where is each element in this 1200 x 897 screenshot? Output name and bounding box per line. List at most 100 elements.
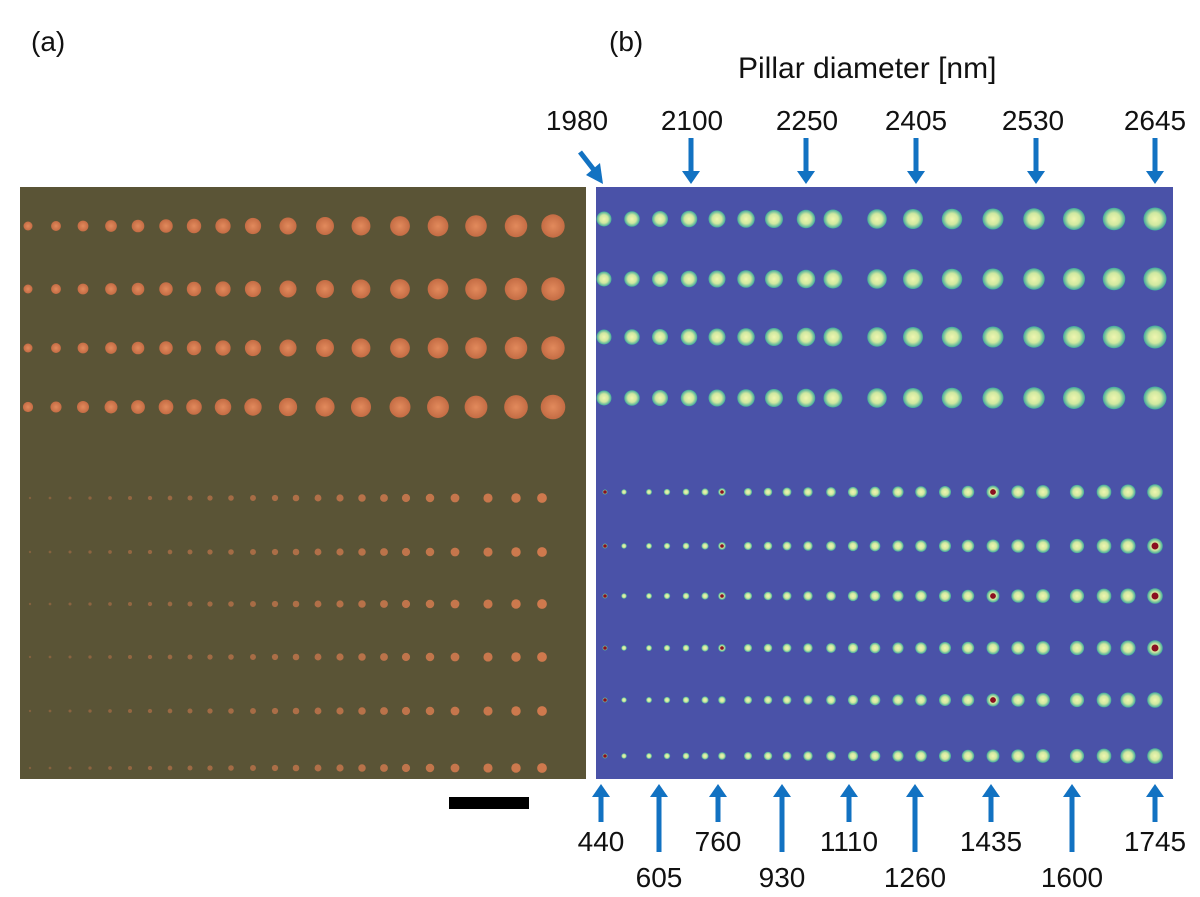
map-pillar [663, 542, 671, 550]
optical-pillar [450, 763, 460, 773]
map-pillar [663, 644, 671, 652]
optical-pillar [128, 602, 132, 606]
optical-pillar [504, 336, 528, 360]
optical-pillar [207, 654, 213, 660]
map-pillar [624, 271, 640, 287]
map-pillar [938, 693, 952, 707]
optical-pillar [271, 653, 279, 661]
optical-pillar [350, 396, 372, 418]
optical-pillar [358, 548, 366, 556]
map-pillar [1096, 748, 1112, 764]
optical-pillar [351, 216, 371, 236]
map-pillar [915, 642, 927, 654]
bottom-diameter-label: 440 [578, 826, 625, 857]
scale-bar [449, 797, 529, 809]
map-pillar [1036, 641, 1050, 655]
map-pillar [1011, 539, 1025, 553]
map-pillar [1011, 641, 1025, 655]
optical-pillar [427, 337, 449, 359]
optical-pillar [314, 707, 322, 715]
arrow-2645-head [1146, 171, 1164, 184]
optical-pillar [215, 340, 231, 356]
arrow-930-head [773, 784, 791, 797]
optical-pillar [108, 655, 112, 659]
optical-pillar [187, 765, 193, 771]
map-pillar [596, 390, 612, 406]
map-pillar [1096, 588, 1112, 604]
map-pillar [624, 390, 640, 406]
optical-pillar [351, 338, 371, 358]
arrow-1745-head [1146, 784, 1164, 797]
map-pillar [782, 751, 792, 761]
map-pillar [938, 485, 952, 499]
map-pillar [680, 389, 698, 407]
map-pillar [961, 641, 975, 655]
map-pillar [782, 541, 792, 551]
optical-pillar [128, 709, 132, 713]
map-pillar [903, 388, 923, 408]
map-pillar [826, 591, 836, 601]
optical-pillar [314, 548, 322, 556]
optical-pillar [244, 398, 262, 416]
bottom-diameter-label: 760 [695, 826, 742, 857]
arrow-605-head [650, 784, 668, 797]
hot-spot [1151, 542, 1159, 550]
map-pillar [941, 326, 963, 348]
map-pillar [903, 209, 923, 229]
optical-pillar [380, 653, 388, 661]
optical-pillar [159, 219, 173, 233]
optical-pillar [187, 601, 193, 607]
map-pillar [682, 752, 690, 760]
map-pillar [1063, 268, 1085, 290]
map-pillar [796, 209, 816, 229]
optical-pillar [427, 396, 449, 418]
optical-pillar [425, 547, 435, 557]
map-pillar [737, 210, 755, 228]
optical-pillar [483, 652, 493, 662]
map-pillar [765, 389, 783, 407]
optical-pillar [537, 763, 547, 773]
map-pillar [892, 540, 904, 552]
optical-pillar [48, 496, 52, 500]
map-pillar [1120, 538, 1136, 554]
optical-pillar [28, 550, 32, 554]
optical-pillar [425, 706, 435, 716]
map-pillar [621, 543, 627, 549]
optical-pillar [336, 600, 344, 608]
map-pillar [938, 589, 952, 603]
map-pillar [680, 270, 698, 288]
map-pillar [763, 695, 773, 705]
optical-pillar [292, 548, 300, 556]
optical-pillar [279, 217, 297, 235]
map-pillar [624, 329, 640, 345]
map-pillar [982, 326, 1004, 348]
map-pillar [938, 641, 952, 655]
map-pillar [621, 593, 627, 599]
map-pillar [1036, 485, 1050, 499]
map-pillar [596, 329, 612, 345]
optical-pillar [147, 708, 153, 714]
optical-pillar [207, 765, 213, 771]
map-pillar [847, 486, 859, 498]
map-pillar [1036, 749, 1050, 763]
optical-pillar [279, 280, 297, 298]
bottom-diameter-label: 605 [636, 862, 683, 893]
map-pillar [803, 591, 813, 601]
optical-pillar [511, 652, 521, 662]
map-pillar [826, 541, 836, 551]
arrow-1260-head [906, 784, 924, 797]
map-pillar [823, 209, 843, 229]
optical-pillar [358, 600, 366, 608]
optical-pillar [250, 549, 256, 555]
map-pillar [708, 328, 726, 346]
map-pillar [680, 210, 698, 228]
optical-pillar [271, 600, 279, 608]
optical-pillar [483, 547, 493, 557]
hot-spot [990, 489, 996, 495]
optical-pillar [48, 655, 52, 659]
map-pillar [1063, 326, 1085, 348]
map-pillar [782, 591, 792, 601]
map-pillar [1023, 208, 1045, 230]
bottom-diameter-label: 1110 [820, 826, 878, 857]
optical-pillar [380, 494, 388, 502]
